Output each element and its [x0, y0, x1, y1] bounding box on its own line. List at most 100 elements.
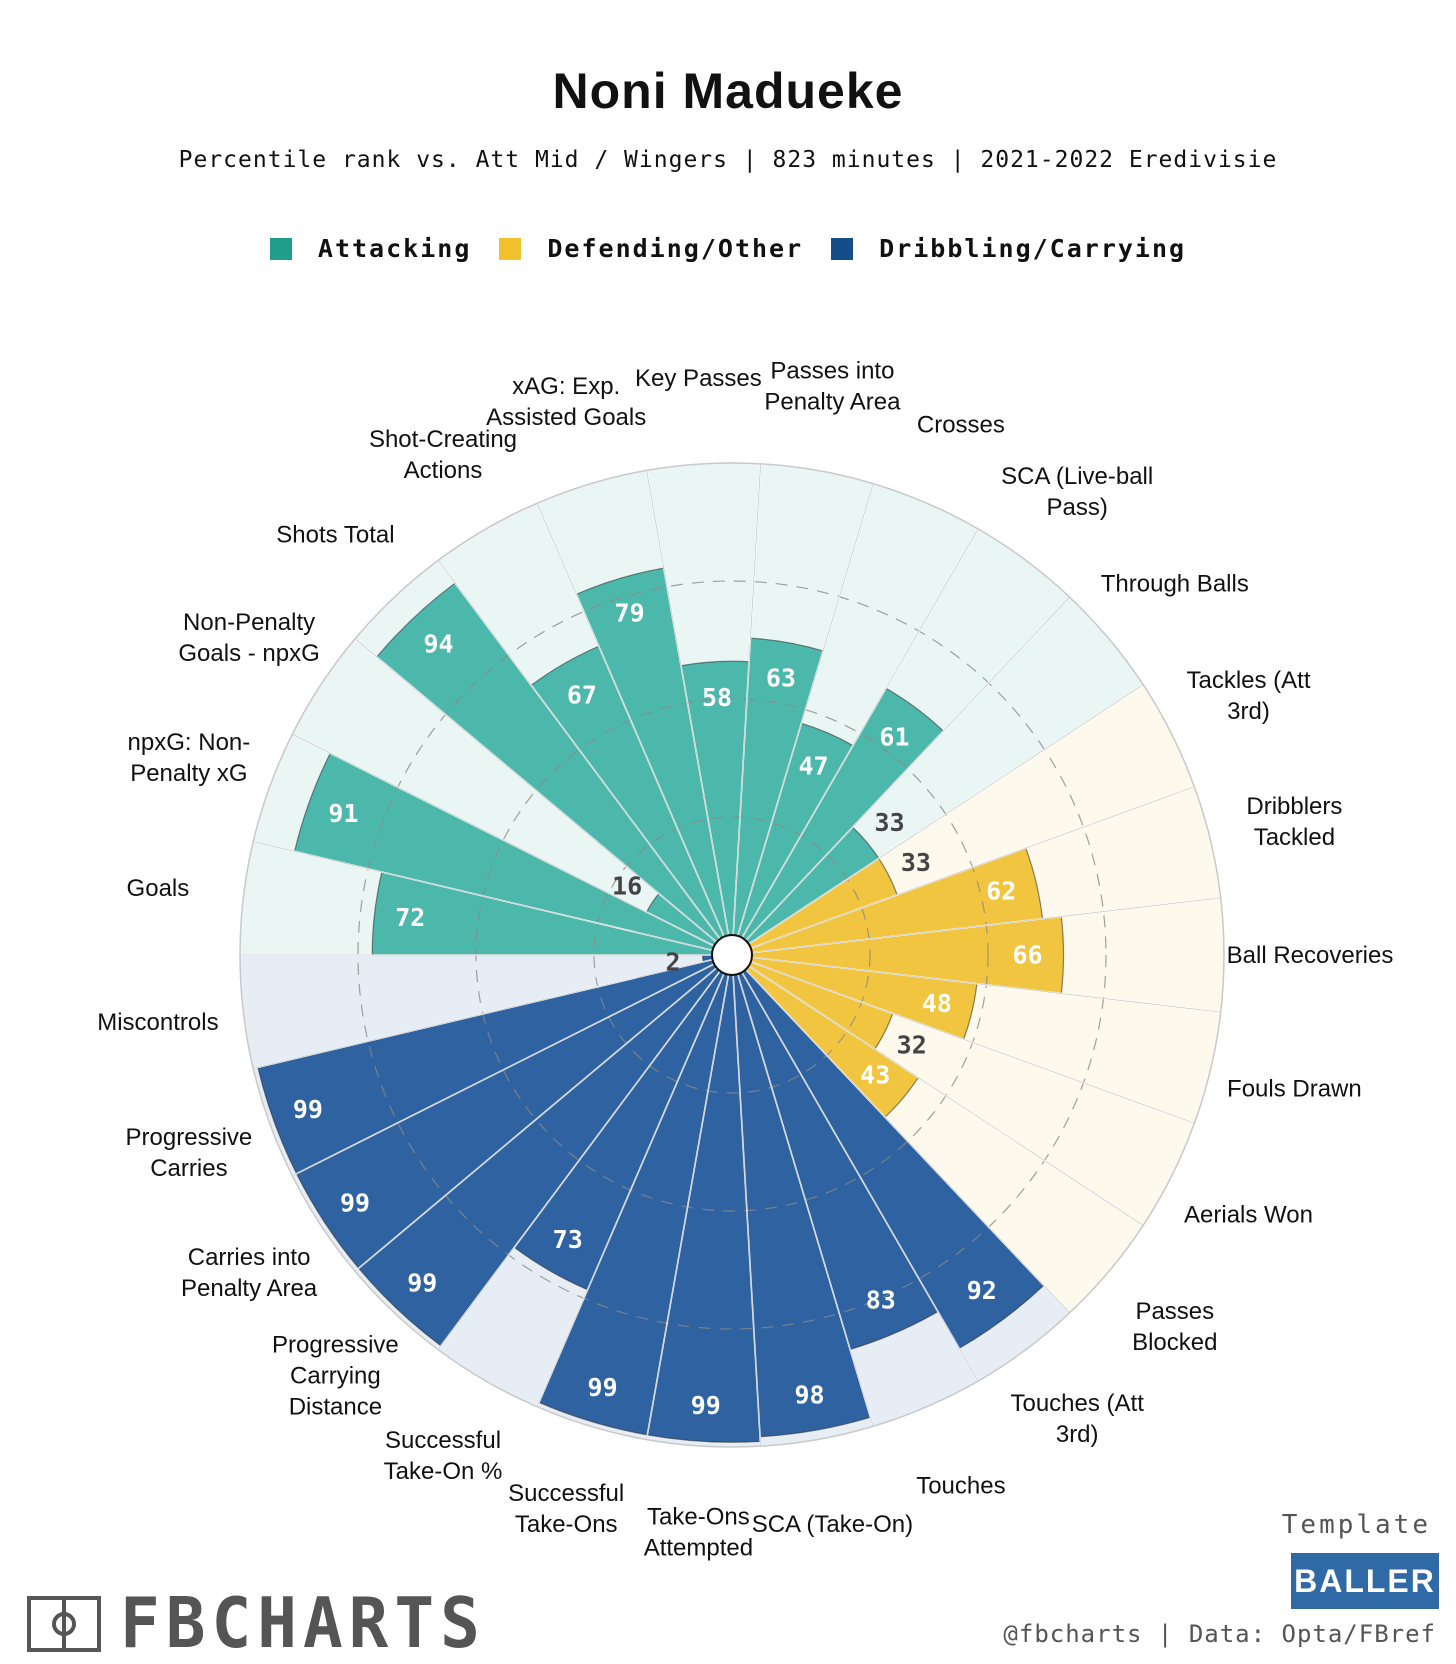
category-label-npxg-non-penalty-xg: npxG: Non-Penalty xG	[128, 729, 251, 787]
value-label-take-ons-attempted: 99	[691, 1391, 721, 1420]
value-label-npxg-non-penalty-xg: 91	[328, 799, 358, 828]
category-label-take-ons-attempted: Take-Ons Attempted	[644, 1504, 753, 1562]
slice-divider-line	[292, 733, 733, 956]
legend-label-attacking: Attacking	[317, 234, 472, 263]
slice-divider-line	[354, 638, 733, 956]
value-label-touches: 83	[866, 1286, 896, 1315]
pitch-icon	[27, 1595, 101, 1652]
page-title: Noni Madueke	[552, 63, 904, 119]
category-label-goals: Goals	[127, 875, 190, 902]
slice-divider-line	[354, 954, 733, 1272]
category-label-passes-into-penalty-area: Passes into Penalty Area	[764, 357, 901, 415]
value-label-passes-blocked: 43	[860, 1061, 890, 1090]
baller-badge: BALLER	[1291, 1553, 1439, 1609]
slice-divider-line	[731, 954, 874, 1427]
slice-divider-line	[646, 954, 733, 1440]
legend-label-defending: Defending/Other	[547, 234, 804, 263]
legend-swatch-defending	[499, 237, 522, 260]
slice-divider-line	[536, 954, 733, 1407]
page-subtitle: Percentile rank vs. Att Mid / Wingers | …	[178, 147, 1278, 173]
value-label-through-balls: 33	[875, 808, 905, 837]
value-label-successful-take-on: 73	[553, 1225, 583, 1254]
slice-divider-line	[253, 954, 733, 1069]
legend-label-dribbling: Dribbling/Carrying	[879, 234, 1187, 263]
value-label-sca-live-ball-pass: 61	[879, 722, 909, 751]
value-label-shot-creating-actions: 67	[567, 681, 597, 710]
legend-swatch-attacking	[269, 237, 292, 260]
value-label-carries-into-penalty-area: 99	[340, 1189, 370, 1218]
template-label: Template	[1281, 1510, 1431, 1540]
slice-divider-line	[731, 528, 979, 956]
value-label-non-penalty-goals-npxg: 16	[612, 872, 642, 901]
slice-divider-line	[731, 954, 979, 1382]
data-credit: @fbcharts | Data: Opta/FBref	[1003, 1620, 1436, 1648]
slice-divider-line	[731, 463, 761, 956]
value-label-crosses: 47	[798, 752, 828, 781]
slice-divider-line	[731, 954, 1221, 1013]
category-label-touches-att-3rd: Touches (Att 3rd)	[1010, 1390, 1144, 1448]
center-hole	[711, 934, 753, 976]
category-label-successful-take-on: Successful Take-On %	[384, 1427, 503, 1485]
category-label-key-passes: Key Passes	[635, 365, 762, 392]
value-label-touches-att-3rd: 92	[967, 1276, 997, 1305]
slice-divider-line	[731, 483, 874, 956]
category-label-touches: Touches	[916, 1473, 1005, 1500]
slice-divider-line	[437, 560, 733, 956]
slice-divider-line	[731, 954, 761, 1447]
category-label-successful-take-ons: Successful Take-Ons	[508, 1480, 624, 1538]
brand-name: FBCHARTS	[120, 1583, 486, 1664]
value-label-successful-take-ons: 99	[588, 1373, 618, 1402]
reference-ring-75	[357, 580, 1107, 1330]
value-label-xag-exp-assisted-goals: 79	[615, 599, 645, 628]
slice-bg-non-penalty-goals-npxg	[292, 638, 732, 955]
category-label-sca-take-on: SCA (Take-On)	[752, 1511, 913, 1538]
category-label-shots-total: Shots Total	[276, 522, 394, 549]
slice-divider-line	[731, 954, 1070, 1314]
category-label-carries-into-penalty-area: Carries into Penalty Area	[181, 1244, 318, 1302]
slice-divider-line	[536, 503, 733, 956]
value-label-shots-total: 94	[423, 629, 453, 658]
slice-divider-line	[731, 596, 1070, 956]
slice-divider-line	[646, 470, 733, 956]
value-label-miscontrols: 2	[665, 947, 680, 976]
category-label-miscontrols: Miscontrols	[97, 1009, 218, 1036]
category-label-through-balls: Through Balls	[1101, 571, 1249, 598]
category-label-progressive-carrying-distance: Progressive Carrying Distance	[272, 1331, 399, 1420]
slice-divider-line	[731, 954, 1144, 1226]
legend-item-defending: Defending/Other	[499, 234, 803, 263]
value-label-key-passes: 58	[702, 683, 732, 712]
value-label-tackles-att-3rd: 33	[901, 848, 931, 877]
slice-divider-line	[731, 954, 1195, 1124]
reference-ring-25	[593, 816, 871, 1094]
legend-item-dribbling: Dribbling/Carrying	[831, 234, 1186, 263]
legend-swatch-dribbling	[831, 237, 854, 260]
value-label-sca-take-on: 98	[794, 1380, 824, 1409]
outer-ring	[239, 462, 1225, 1448]
category-label-sca-live-ball-pass: SCA (Live-ball Pass)	[1001, 463, 1153, 521]
value-label-progressive-carrying-distance: 99	[407, 1269, 437, 1298]
category-label-fouls-drawn: Fouls Drawn	[1227, 1075, 1362, 1102]
slice-divider-line	[292, 954, 733, 1177]
slice-divider-line	[731, 684, 1144, 956]
legend: Attacking Defending/Other Dribbling/Carr…	[0, 234, 1456, 263]
value-label-dribblers-tackled: 62	[986, 877, 1016, 906]
category-label-ball-recoveries: Ball Recoveries	[1227, 942, 1394, 969]
value-label-progressive-carries: 99	[293, 1095, 323, 1124]
category-label-aerials-won: Aerials Won	[1184, 1201, 1313, 1228]
value-label-aerials-won: 32	[897, 1031, 927, 1060]
value-label-fouls-drawn: 48	[922, 989, 952, 1018]
slice-divider-line	[437, 954, 733, 1350]
category-label-progressive-carries: Progressive Carries	[126, 1124, 253, 1182]
slice-divider-line	[253, 841, 733, 956]
category-label-tackles-att-3rd: Tackles (Att 3rd)	[1186, 667, 1310, 725]
legend-item-attacking: Attacking	[269, 234, 472, 263]
category-label-xag-exp-assisted-goals: xAG: Exp. Assisted Goals	[486, 373, 646, 431]
category-label-passes-blocked: Passes Blocked	[1132, 1298, 1217, 1356]
value-label-ball-recoveries: 66	[1012, 941, 1042, 970]
category-label-crosses: Crosses	[917, 411, 1005, 438]
value-label-goals: 72	[395, 903, 425, 932]
value-label-passes-into-penalty-area: 63	[766, 663, 796, 692]
category-label-shot-creating-actions: Shot-Creating Actions	[369, 426, 517, 484]
category-label-dribblers-tackled: Dribblers Tackled	[1246, 793, 1342, 851]
